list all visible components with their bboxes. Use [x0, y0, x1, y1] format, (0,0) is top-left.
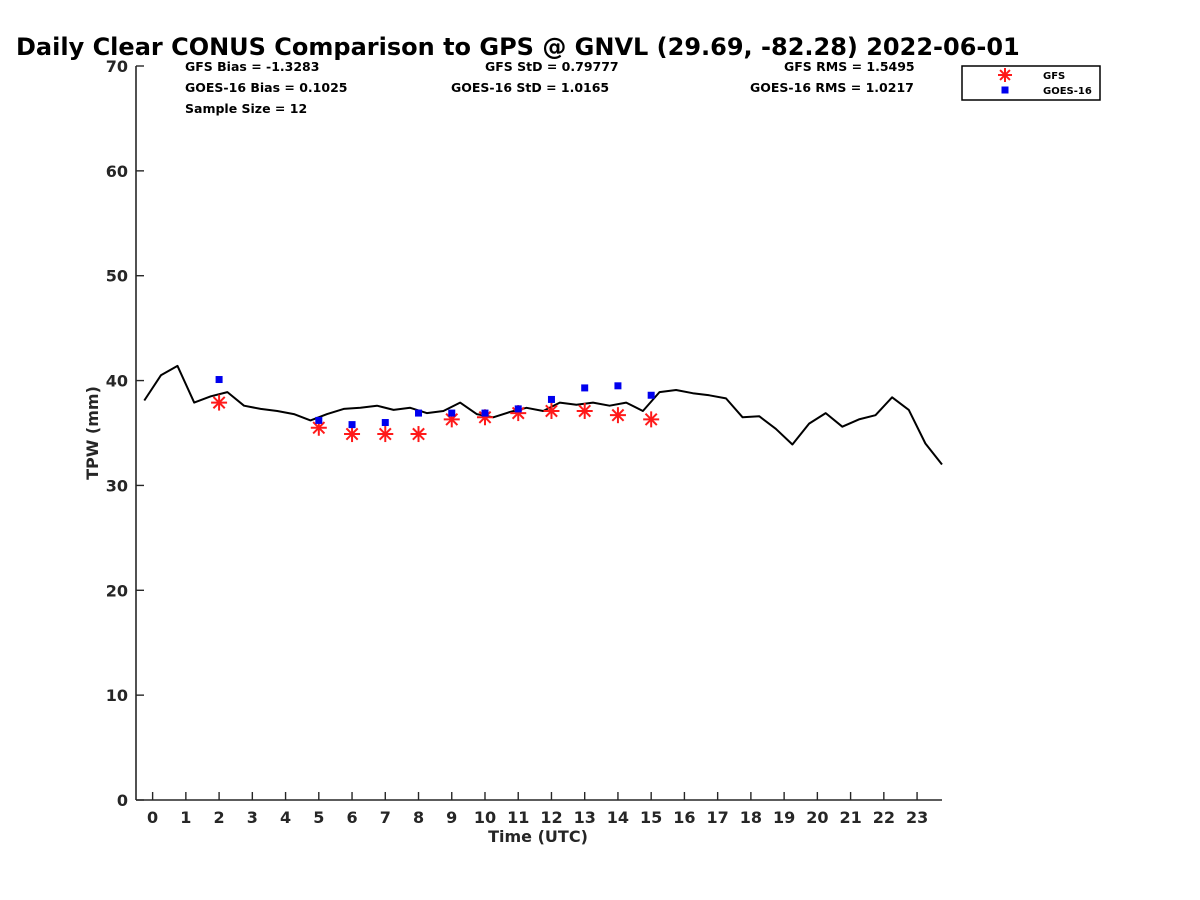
y-tick-label: 0: [117, 791, 128, 810]
x-tick-label: 3: [247, 808, 258, 827]
x-tick-label: 10: [474, 808, 496, 827]
legend-label-goes: GOES-16: [1043, 86, 1092, 97]
goes-point: [448, 409, 456, 417]
y-tick-label: 30: [106, 476, 128, 495]
goes-point: [581, 384, 589, 392]
y-tick-label: 60: [106, 162, 128, 181]
x-tick-label: 7: [380, 808, 391, 827]
stats-block: GFS Bias = -1.3283 GOES-16 Bias = 0.1025…: [185, 59, 915, 116]
x-tick-label: 0: [147, 808, 158, 827]
goes-point: [381, 419, 389, 427]
goes-point: [514, 405, 522, 413]
gfs-point: [543, 402, 560, 419]
x-tick-label: 8: [413, 808, 424, 827]
stat-gfs-rms: GFS RMS = 1.5495: [784, 59, 915, 74]
goes-point: [481, 409, 489, 417]
goes-point: [215, 376, 223, 384]
legend: GFS GOES-16: [961, 65, 1101, 101]
x-tick-label: 18: [740, 808, 762, 827]
stat-gfs-bias: GFS Bias = -1.3283: [185, 59, 319, 74]
x-tick-label: 9: [446, 808, 457, 827]
gfs-point: [344, 426, 361, 443]
x-tick-label: 13: [574, 808, 596, 827]
legend-gfs-marker: [998, 68, 1012, 82]
goes-point: [315, 416, 323, 424]
stat-goes-rms: GOES-16 RMS = 1.0217: [750, 80, 914, 95]
x-tick-label: 6: [346, 808, 357, 827]
y-tick-label: 70: [106, 57, 128, 76]
x-tick-label: 17: [707, 808, 729, 827]
y-tick-label: 10: [106, 686, 128, 705]
plot-area: [143, 364, 943, 466]
stat-goes-bias: GOES-16 Bias = 0.1025: [185, 80, 347, 95]
chart-title: Daily Clear CONUS Comparison to GPS @ GN…: [16, 33, 1020, 61]
legend-goes-square: [1001, 86, 1009, 94]
stat-gfs-std: GFS StD = 0.79777: [485, 59, 619, 74]
x-tick-label: 14: [607, 808, 629, 827]
x-tick-label: 16: [673, 808, 695, 827]
gfs-point: [576, 402, 593, 419]
goes-point: [547, 395, 555, 403]
x-tick-label: 21: [839, 808, 861, 827]
goes-point: [647, 391, 655, 399]
goes-point: [348, 421, 356, 429]
legend-label-gfs: GFS: [1043, 71, 1065, 82]
gfs-point: [609, 407, 626, 424]
x-tick-label: 15: [640, 808, 662, 827]
x-tick-label: 5: [313, 808, 324, 827]
stat-sample-size: Sample Size = 12: [185, 101, 307, 116]
gfs-point: [211, 394, 228, 411]
y-axis-label: TPW (mm): [83, 386, 102, 480]
gfs-point: [410, 426, 427, 443]
x-tick-label: 22: [873, 808, 895, 827]
x-tick-label: 23: [906, 808, 928, 827]
x-tick-label: 2: [214, 808, 225, 827]
x-tick-label: 1: [180, 808, 191, 827]
gps-series-line: [143, 364, 943, 466]
x-tick-label: 12: [540, 808, 562, 827]
legend-goes-marker: [1001, 86, 1009, 94]
x-tick-label: 20: [806, 808, 828, 827]
x-tick-label: 11: [507, 808, 529, 827]
gfs-point: [643, 411, 660, 428]
x-axis-label: Time (UTC): [488, 827, 588, 846]
stat-goes-std: GOES-16 StD = 1.0165: [451, 80, 609, 95]
y-tick-label: 40: [106, 372, 128, 391]
y-tick-label: 20: [106, 581, 128, 600]
x-tick-label: 19: [773, 808, 795, 827]
legend-gfs-asterisk: [998, 68, 1012, 82]
gfs-point: [377, 426, 394, 443]
x-tick-label: 4: [280, 808, 291, 827]
goes-point: [614, 382, 622, 390]
goes-point: [415, 409, 423, 417]
y-tick-label: 50: [106, 267, 128, 286]
legend-box: [961, 65, 1101, 101]
